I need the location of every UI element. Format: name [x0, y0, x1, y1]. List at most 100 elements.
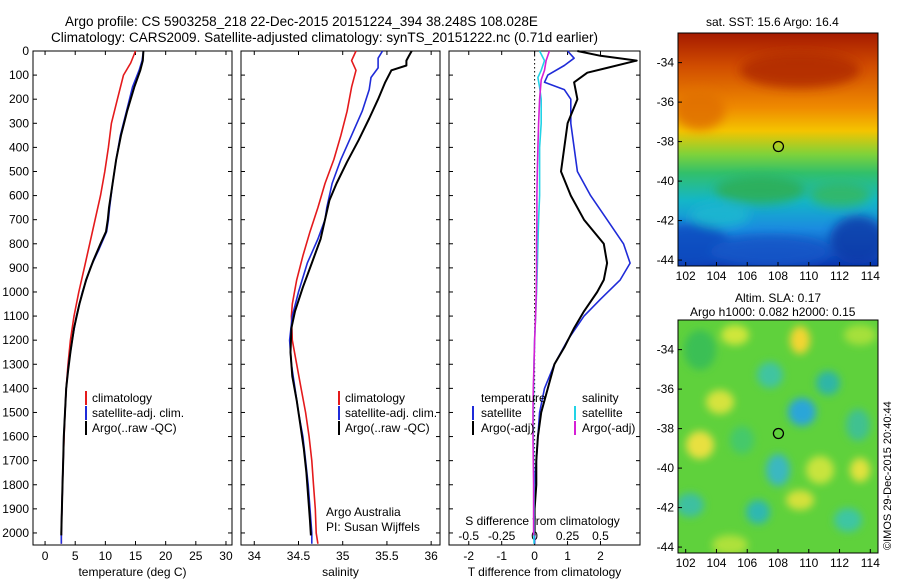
sst-orange-patch [678, 90, 725, 130]
salinity-panel: 34 34.5 35 35.5 36 salinity [240, 50, 441, 579]
sla-eddy [721, 325, 749, 345]
map-x-tick-label: 106 [737, 269, 757, 283]
sst-green-patch [810, 183, 870, 207]
x-tick-label-secondary: 0.25 [556, 529, 580, 543]
temperature-panel: 0100200300400500600700800900100011001200… [2, 44, 233, 579]
sst-map-axes: 102 104 106 108 110 112 114 -34 -36 -38 -40 -42 -44 [657, 32, 880, 283]
y-tick-label: 800 [9, 237, 29, 251]
sla-eddy [806, 456, 834, 484]
map-x-tick-label: 106 [737, 556, 757, 570]
y-tick-label: 1000 [2, 285, 29, 299]
sla-eddy [712, 535, 748, 553]
sla-map-axes: 102 104 106 108 110 112 114 -34 -36 -38 -40 -42 -44 [657, 319, 880, 570]
map-x-tick-label: 114 [861, 269, 880, 283]
y-tick-label: 0 [22, 44, 29, 58]
map-x-tick-label: 112 [830, 556, 849, 570]
sla-eddy [684, 330, 716, 370]
x-tick-label: 36 [424, 549, 438, 563]
series-line-satellite-adj-clim- [60, 50, 145, 544]
y-tick-label: 1400 [2, 381, 29, 395]
map-y-tick-label: -34 [657, 56, 675, 70]
x-tick-label: 2 [597, 549, 604, 563]
x-tick-label: 34 [248, 549, 262, 563]
map-x-tick-label: 112 [830, 269, 849, 283]
legend-label-satellite: satellite-adj. clim. [92, 406, 184, 420]
y-tick-label: 1300 [2, 357, 29, 371]
y-tick-label: 1100 [3, 309, 29, 323]
sla-eddy [686, 431, 714, 459]
x-tick-label: 25 [189, 549, 203, 563]
map-y-tick-label: -38 [657, 135, 675, 149]
series-line-climatology [290, 50, 357, 544]
x-tick-label-secondary: -0.5 [458, 529, 479, 543]
map-y-tick-label: -40 [657, 174, 675, 188]
map-y-tick-label: -42 [657, 214, 675, 228]
map-y-tick-label: -44 [657, 540, 675, 554]
x-tick-label: 20 [159, 549, 173, 563]
x-tick-label: 5 [72, 549, 79, 563]
argo-position-marker [772, 427, 785, 440]
y-tick-label: 300 [9, 116, 29, 130]
map-x-tick-label: 102 [676, 269, 696, 283]
sst-cold-patch [830, 216, 878, 264]
map-y-tick-label: -42 [657, 501, 675, 515]
series-line-argo-raw-qc- [289, 50, 413, 536]
imos-credit: ©IMOS 29-Dec-2015 20:40:44 [882, 401, 894, 550]
sla-map-title-1: Altim. SLA: 0.17 [735, 291, 821, 305]
y-tick-label: 1900 [2, 502, 29, 516]
sla-eddy [850, 458, 870, 482]
y-tick-label: 1700 [2, 454, 29, 468]
legend-group-temperature: temperature [481, 391, 546, 405]
map-y-tick-label: -36 [657, 382, 675, 396]
series-line-argo-raw-qc- [60, 50, 145, 536]
map-y-tick-label: -36 [657, 95, 675, 109]
map-x-tick-label: 108 [768, 269, 788, 283]
sla-eddy [834, 508, 862, 532]
y-tick-label: 700 [9, 213, 29, 227]
title-line-2: Climatology: CARS2009. Satellite-adjuste… [51, 30, 598, 45]
salinity-legend: climatology satellite-adj. clim. Argo(..… [326, 391, 437, 534]
map-y-tick-label: -34 [657, 343, 675, 357]
sla-eddy [844, 325, 876, 345]
sla-map [678, 320, 878, 553]
x-tick-label: 15 [129, 549, 143, 563]
y-tick-label: 500 [9, 164, 29, 178]
x-axis-label: salinity [322, 565, 359, 579]
x-tick-label: 0 [42, 549, 49, 563]
series-line-temperature-argo-adj- [533, 50, 638, 536]
legend-label-satellite: satellite-adj. clim. [345, 406, 437, 420]
x-axis-label-secondary: S difference from climatology [465, 514, 620, 528]
y-tick-label: 1800 [2, 478, 29, 492]
y-tick-label: 600 [9, 189, 29, 203]
sla-eddy [788, 398, 816, 426]
map-x-tick-label: 114 [861, 556, 880, 570]
map-x-tick-label: 108 [768, 556, 788, 570]
map-y-tick-label: -40 [657, 461, 675, 475]
sla-eddy [786, 490, 814, 510]
sla-eddy [846, 409, 870, 441]
x-axis-label: T difference from climatology [468, 565, 622, 579]
x-tick-label: 10 [99, 549, 113, 563]
difference-legend: temperature satellite Argo(-adj) salinit… [472, 391, 635, 435]
sst-warm-patch [740, 52, 860, 88]
x-tick-label-secondary: 0.5 [592, 529, 609, 543]
map-y-tick-label: -44 [657, 253, 675, 267]
x-tick-label: 35.5 [375, 549, 399, 563]
legend-label-climatology: climatology [345, 391, 405, 405]
legend-label-s-argo: Argo(-adj) [582, 421, 635, 435]
map-x-tick-label: 110 [799, 556, 818, 570]
x-tick-label: -1 [496, 549, 507, 563]
x-tick-label: 34.5 [287, 549, 311, 563]
sla-eddy [706, 390, 734, 414]
legend-label-t-argo: Argo(-adj) [481, 421, 534, 435]
legend-label-s-satellite: satellite [582, 406, 623, 420]
sst-green-patch [715, 176, 805, 204]
y-tick-label: 400 [9, 140, 29, 154]
title-line-1: Argo profile: CS 5903258_218 22-Dec-2015… [65, 14, 538, 29]
sst-cyan-patch [690, 203, 750, 227]
difference-panel: -2 -1 0 1 2 T difference from climatology S di… [448, 50, 641, 579]
plot-frame [32, 50, 233, 546]
sst-cold-patch [710, 236, 830, 266]
y-tick-label: 100 [9, 68, 29, 82]
